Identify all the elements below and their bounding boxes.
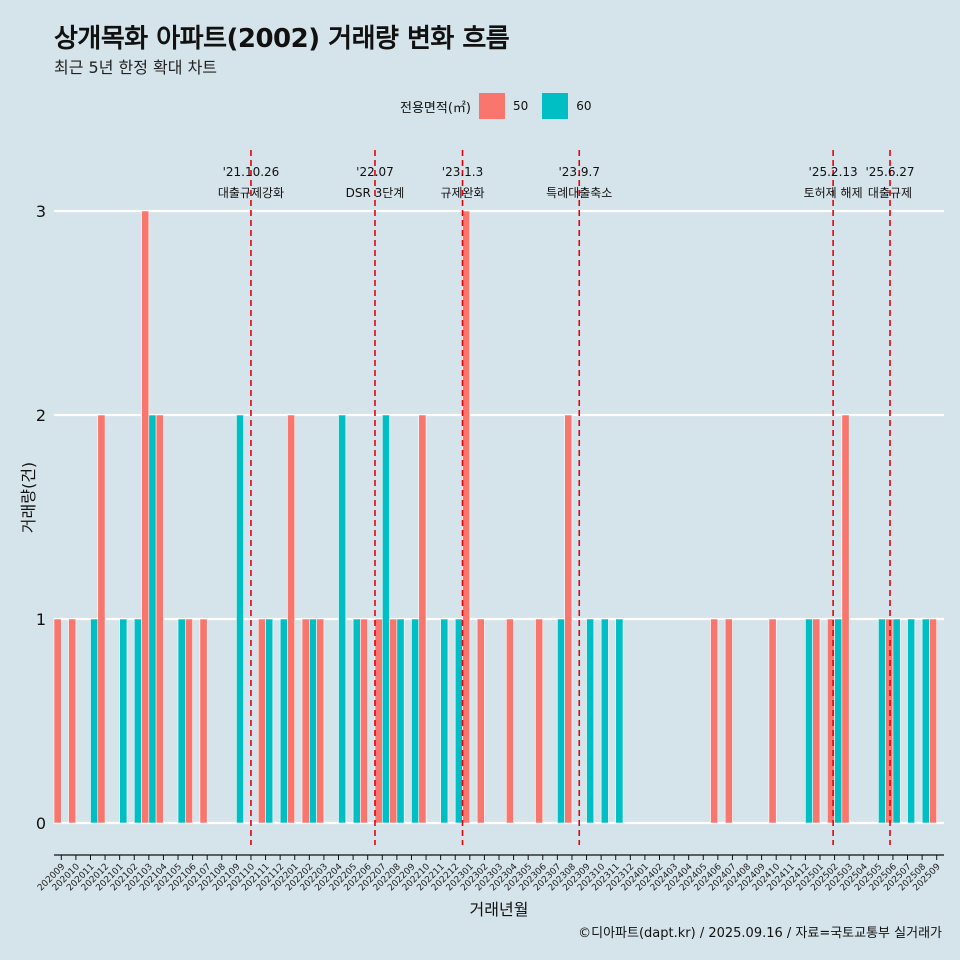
legend-swatch-50	[478, 93, 505, 119]
event-date: '25.2.13	[809, 165, 858, 179]
event-label: 토허제 해제	[804, 186, 863, 200]
legend-label-60: 60	[576, 99, 592, 113]
bar-50-202202	[301, 618, 310, 824]
bar-60-202412	[805, 618, 813, 824]
bar-60-202202	[309, 618, 317, 824]
bar-60-202204	[338, 414, 347, 824]
event-label: DSR 3단계	[346, 186, 405, 200]
bar-50-202206	[360, 618, 368, 824]
bar-50-202304	[505, 618, 514, 824]
bar-60-202102	[133, 618, 142, 824]
bar-50-202111	[257, 618, 266, 824]
legend-swatch-60	[542, 93, 569, 119]
event-date: '23.1.3	[442, 165, 483, 179]
y-tick-label: 2	[36, 406, 46, 425]
bar-50-202509	[929, 618, 938, 824]
bar-60-202207	[381, 414, 390, 824]
bar-50-202106	[185, 618, 193, 824]
legend-label-50: 50	[512, 99, 529, 113]
y-tick-label: 3	[36, 202, 46, 221]
bar-50-202210	[418, 414, 427, 824]
bar-60-202109	[236, 414, 244, 824]
bar-60-202502	[834, 618, 843, 824]
bar-60-202508	[921, 618, 930, 824]
bar-50-202306	[535, 618, 544, 824]
bar-60-202205	[352, 618, 361, 824]
bar-60-202209	[411, 618, 420, 824]
y-tick-label: 1	[36, 610, 46, 629]
bar-60-202105	[177, 618, 186, 824]
bar-60-202307	[557, 618, 565, 824]
bar-60-202103	[148, 414, 157, 824]
bar-60-202212	[454, 618, 463, 824]
event-date: '25.6.27	[865, 165, 914, 179]
legend: 전용면적(㎡) 50 60	[400, 93, 606, 119]
event-date: '22.07	[356, 165, 394, 179]
bar-60-202507	[907, 618, 916, 824]
bar-50-202010	[68, 618, 77, 824]
bar-50-202501	[812, 618, 821, 824]
bar-50-202201	[287, 414, 296, 824]
source-caption: ©디아파트(dapt.kr) / 2025.09.16 / 자료=국토교통부 실…	[578, 926, 942, 941]
event-label: 대출규제	[868, 186, 912, 200]
bar-50-202308	[564, 414, 573, 824]
chart-title: 상개목화 아파트(2002) 거래량 변화 흐름	[54, 24, 510, 54]
y-tick-label: 0	[36, 814, 46, 833]
bar-60-202111	[265, 618, 274, 824]
bar-50-202207	[374, 618, 383, 824]
bar-60-202208	[396, 618, 405, 824]
bar-60-202506	[892, 618, 901, 824]
bar-50-202302	[476, 618, 485, 824]
legend-title: 전용면적(㎡)	[400, 100, 471, 116]
bar-50-202103	[141, 210, 150, 824]
bar-50-202009	[53, 618, 62, 824]
bar-60-202310	[600, 618, 609, 824]
bar-50-202012	[97, 414, 106, 824]
bar-60-202211	[440, 618, 449, 824]
bar-50-202503	[841, 414, 850, 824]
event-date: '21.10.26	[223, 165, 280, 179]
bar-60-202112	[279, 618, 288, 824]
bar-60-202311	[615, 618, 624, 824]
bar-50-202410	[768, 618, 777, 824]
bar-60-202309	[586, 618, 595, 824]
bar-50-202208	[389, 618, 398, 824]
chart-subtitle: 최근 5년 한정 확대 차트	[54, 58, 218, 77]
bar-50-202301	[462, 210, 471, 824]
bar-60-202101	[119, 618, 128, 824]
bar-60-202505	[878, 618, 886, 824]
bar-60-202011	[90, 618, 99, 824]
event-label: 특례대출축소	[546, 186, 612, 200]
bar-50-202203	[316, 618, 325, 824]
event-date: '23.9.7	[559, 165, 600, 179]
event-label: 규제완화	[440, 186, 484, 200]
bar-50-202107	[199, 618, 208, 824]
bar-50-202406	[710, 618, 719, 824]
y-axis-title: 거래량(건)	[19, 462, 38, 533]
x-axis-title: 거래년월	[470, 900, 529, 919]
event-label: 대출규제강화	[218, 186, 284, 200]
bar-50-202407	[724, 618, 733, 824]
bar-50-202104	[155, 414, 164, 824]
